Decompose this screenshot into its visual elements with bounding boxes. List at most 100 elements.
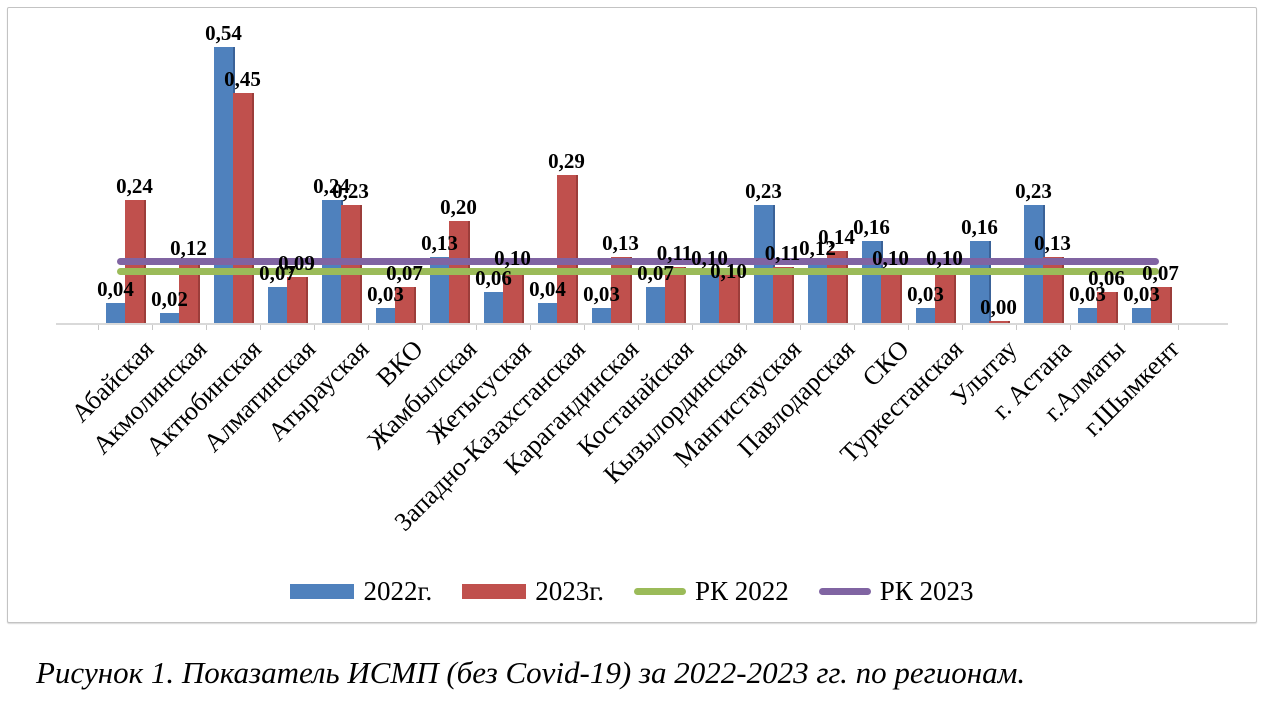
bar-2022г — [376, 308, 397, 323]
axis-tick — [368, 325, 369, 330]
value-label: 0,07 — [1142, 261, 1179, 285]
axis-tick — [1016, 325, 1017, 330]
axis-tick — [584, 325, 585, 330]
legend-label: РК 2022 — [695, 576, 789, 606]
bar-2022г — [916, 308, 937, 323]
axis-tick — [908, 325, 909, 330]
axis-tick — [638, 325, 639, 330]
legend-item: РК 2023 — [818, 576, 974, 606]
bar-2022г — [160, 313, 181, 323]
axis-tick — [1124, 325, 1125, 330]
legend-label: 2023г. — [535, 576, 604, 606]
legend-swatch-line — [634, 587, 686, 595]
value-label: 0,06 — [475, 266, 512, 290]
axis-tick — [260, 325, 261, 330]
value-label: 0,13 — [602, 231, 639, 255]
bar-2023г — [1151, 287, 1172, 323]
value-label: 0,29 — [548, 149, 585, 173]
legend-item: РК 2022 — [634, 576, 789, 606]
reference-line-РК2023 — [117, 258, 1159, 265]
bar-2023г — [1097, 292, 1118, 323]
value-label: 0,04 — [97, 277, 134, 301]
axis-tick — [206, 325, 207, 330]
bar-chart-plot: 0,04 0,24 Абайская 0,02 0,12 Акмолинская 0,54 0… — [8, 8, 1256, 622]
bar-2023г — [935, 272, 956, 323]
value-label: 0,10 — [926, 246, 963, 270]
bar-2023г — [665, 267, 686, 323]
value-label: 0,10 — [691, 246, 728, 270]
value-label: 0,16 — [853, 215, 890, 239]
axis-tick — [1070, 325, 1071, 330]
bar-2023г — [773, 267, 794, 323]
value-label: 0,11 — [764, 241, 801, 265]
legend-item: 2023г. — [462, 576, 604, 606]
axis-tick — [530, 325, 531, 330]
value-label: 0,23 — [332, 179, 369, 203]
figure-caption: Рисунок 1. Показатель ИСМП (без Covid-19… — [36, 655, 1026, 690]
bar-2022г — [268, 287, 289, 323]
value-label: 0,07 — [637, 261, 674, 285]
value-label: 0,03 — [367, 282, 404, 306]
bar-2022г — [1132, 308, 1153, 323]
value-label: 0,10 — [494, 246, 531, 270]
legend-item: 2022г. — [290, 576, 432, 606]
value-label: 0,10 — [710, 259, 747, 283]
value-label: 0,14 — [818, 225, 855, 249]
bar-2023г — [719, 272, 740, 323]
value-label: 0,04 — [529, 277, 566, 301]
value-label: 0,10 — [872, 246, 909, 270]
chart-legend: 2022г. 2023г. РК 2022 РК 2023 — [8, 576, 1256, 606]
bar-2023г — [395, 287, 416, 323]
bar-2022г — [646, 287, 667, 323]
legend-swatch-bar — [290, 583, 355, 599]
value-label: 0,23 — [745, 179, 782, 203]
bar-2022г — [592, 308, 613, 323]
axis-tick — [152, 325, 153, 330]
value-label: 0,11 — [656, 241, 693, 265]
legend-label: РК 2023 — [879, 576, 974, 606]
value-label: 0,07 — [259, 261, 296, 285]
legend-label: 2022г. — [363, 576, 433, 606]
value-label: 0,12 — [799, 236, 836, 260]
value-label: 0,03 — [907, 282, 944, 306]
bar-2023г — [179, 262, 200, 323]
value-label: 0,07 — [386, 261, 423, 285]
bar-2023г — [989, 321, 1010, 323]
bar-2022г — [1078, 308, 1099, 323]
legend-swatch-line — [818, 587, 871, 595]
value-label: 0,00 — [980, 295, 1017, 319]
axis-tick — [476, 325, 477, 330]
chart-frame: 0,04 0,24 Абайская 0,02 0,12 Акмолинская 0,54 0… — [7, 7, 1257, 623]
value-label: 0,13 — [1034, 231, 1071, 255]
bar-2023г — [1043, 257, 1064, 323]
axis-tick — [314, 325, 315, 330]
axis-tick — [746, 325, 747, 330]
axis-tick — [854, 325, 855, 330]
value-label: 0,20 — [440, 195, 477, 219]
axis-tick — [98, 325, 99, 330]
bar-2023г — [233, 93, 254, 323]
value-label: 0,06 — [1088, 266, 1125, 290]
axis-tick — [800, 325, 801, 330]
axis-tick — [692, 325, 693, 330]
value-label: 0,09 — [278, 251, 315, 275]
value-label: 0,02 — [151, 287, 188, 311]
bar-2023г — [557, 175, 578, 323]
x-axis-line — [56, 323, 1228, 325]
value-label: 0,54 — [205, 21, 242, 45]
value-label: 0,16 — [961, 215, 998, 239]
bar-2022г — [538, 303, 559, 323]
value-label: 0,13 — [421, 231, 458, 255]
value-label: 0,23 — [1015, 179, 1052, 203]
value-label: 0,24 — [313, 174, 350, 198]
bar-2023г — [287, 277, 308, 323]
bar-2022г — [430, 257, 451, 323]
reference-line-РК2022 — [117, 268, 1159, 275]
value-label: 0,45 — [224, 67, 261, 91]
bar-2022г — [484, 292, 505, 323]
value-label: 0,03 — [583, 282, 620, 306]
bar-2022г — [106, 303, 127, 323]
value-label: 0,12 — [170, 236, 207, 260]
value-label: 0,03 — [1069, 282, 1106, 306]
